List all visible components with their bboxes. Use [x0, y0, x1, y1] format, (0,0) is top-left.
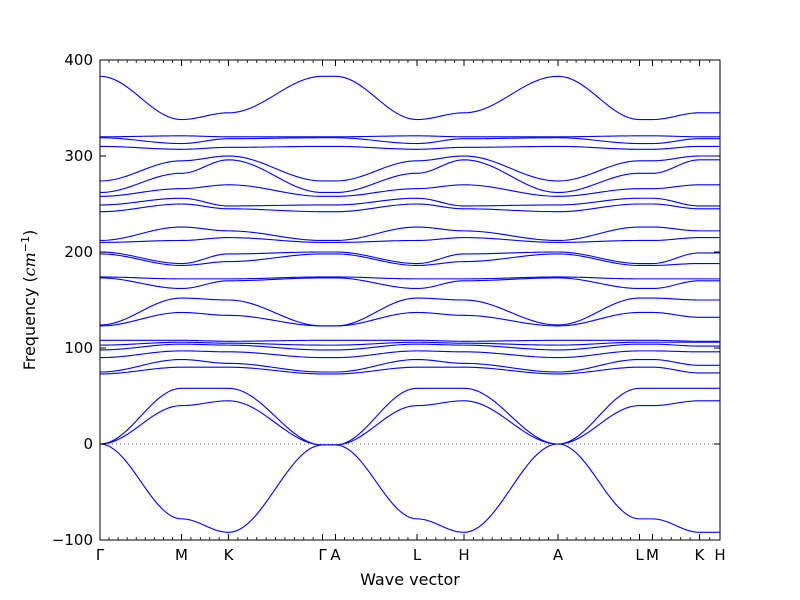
band-line-2 — [100, 400, 720, 446]
x-tick-label: Γ — [318, 546, 327, 564]
x-tick-label: Γ — [96, 546, 105, 564]
x-tick-label: K — [224, 546, 235, 564]
band-line-25 — [100, 135, 720, 138]
x-tick-label: H — [714, 546, 725, 564]
band-lines — [100, 75, 720, 533]
x-tick-label: H — [458, 546, 469, 564]
band-line-1 — [100, 443, 720, 533]
x-tick-label: A — [553, 546, 564, 564]
band-line-18 — [100, 203, 720, 213]
band-line-9 — [100, 339, 720, 342]
band-line-10 — [100, 311, 720, 327]
band-line-15 — [100, 251, 720, 265]
y-axis-title: Frequency (cm−1) — [19, 230, 39, 371]
band-line-8 — [100, 341, 720, 346]
band-line-19 — [100, 197, 720, 207]
band-line-14 — [100, 253, 720, 266]
band-line-3 — [100, 387, 720, 446]
y-axis-ticks: −100 0 100 200 300 400 — [52, 51, 720, 549]
band-line-12 — [100, 277, 720, 290]
x-axis-title: Wave vector — [360, 570, 460, 589]
x-tick-label: M — [175, 546, 188, 564]
band-line-21 — [100, 159, 720, 194]
band-line-11 — [100, 297, 720, 327]
x-tick-label: L — [413, 546, 422, 564]
band-line-13 — [100, 276, 720, 280]
band-line-7 — [100, 343, 720, 351]
band-line-23 — [100, 145, 720, 150]
band-line-16 — [100, 237, 720, 243]
band-line-4 — [100, 366, 720, 375]
band-line-6 — [100, 350, 720, 359]
band-line-26 — [100, 75, 720, 121]
band-line-5 — [100, 358, 720, 373]
y-tick-label: 0 — [83, 435, 93, 453]
x-tick-label: M — [646, 546, 659, 564]
y-tick-label: 400 — [64, 51, 93, 69]
band-line-22 — [100, 155, 720, 182]
x-tick-label: L — [635, 546, 644, 564]
band-line-24 — [100, 137, 720, 145]
y-tick-label: 300 — [64, 147, 93, 165]
y-tick-label: 100 — [64, 339, 93, 357]
y-tick-label: −100 — [52, 531, 93, 549]
band-line-17 — [100, 226, 720, 242]
x-tick-label: K — [695, 546, 706, 564]
y-tick-label: 200 — [64, 243, 93, 261]
plot-frame — [99, 59, 721, 541]
band-line-20 — [100, 184, 720, 197]
x-tick-label: A — [330, 546, 341, 564]
